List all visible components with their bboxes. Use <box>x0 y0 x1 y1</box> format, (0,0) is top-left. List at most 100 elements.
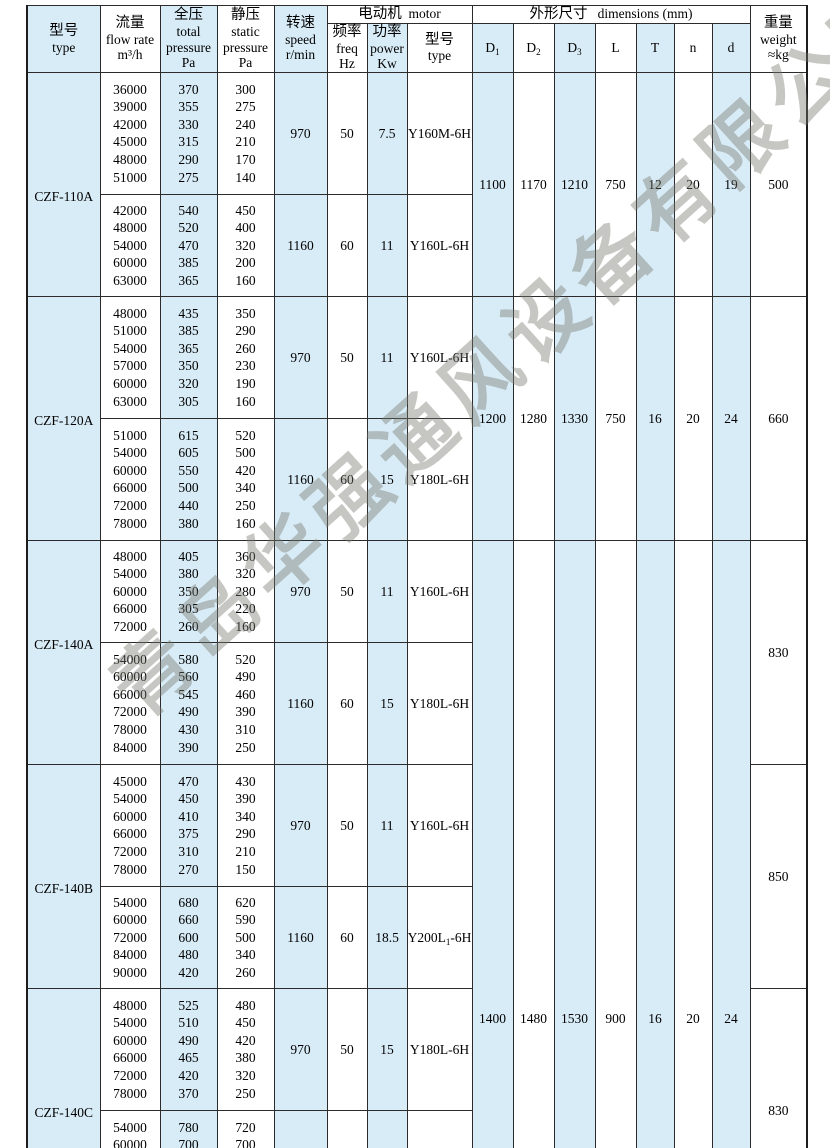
freq-value: 50 <box>326 539 368 643</box>
static-pressure-values: 720700610500350170 <box>216 1109 275 1148</box>
freq-value: 60 <box>326 885 368 989</box>
dim-L: 750 <box>594 295 637 541</box>
th-power: 功率 power Kw <box>366 22 408 73</box>
table-row: CZF-120A 48000 51000 54000 57000 60000 63000 43… <box>26 295 809 541</box>
total-pressure-values: 525 510 490 465 420 370 <box>159 987 218 1111</box>
weight-value: 660 <box>749 295 809 541</box>
power-value: 7.5 <box>366 71 408 195</box>
total-pressure-values: 680 660 600 480 420 <box>159 885 218 989</box>
model-name: CZF-110A <box>34 189 94 205</box>
dim-T: 12 <box>635 71 675 297</box>
total-pressure-values: 435 385 365 350 320 305 <box>159 295 218 419</box>
total-pressure-values: 370 355 330 315 290 275 <box>159 71 218 195</box>
motor-type-value: Y200L2-6H <box>406 1109 473 1148</box>
dim-L: 750 <box>594 71 637 297</box>
freq-value: 60 <box>326 641 368 765</box>
total-pressure-values: 405 380 350 305 260 <box>159 539 218 643</box>
table-row: CZF-140A 48000 54000 60000 66000 72000 405 380 3… <box>26 539 809 1148</box>
static-pressure-values: 620 590 500 340 260 <box>216 885 275 989</box>
motor-type-value: Y160L-6H <box>406 193 473 297</box>
speed-value: 970 <box>273 763 328 887</box>
table-row: 54000 60000 66000 72000 78000 84000 580 560 545 4… <box>27 641 807 765</box>
dim-T: 16 <box>635 295 675 541</box>
model-name: CZF-140C <box>34 1105 93 1121</box>
freq-value: 50 <box>326 295 368 419</box>
th-static-pressure: 静压 static pressure Pa <box>216 5 275 73</box>
th-d1: D1 <box>471 22 514 73</box>
static-pressure-values: 520 490 460 390 310 250 <box>216 641 275 765</box>
motor-type-value: Y160L-6H <box>406 539 473 643</box>
header-row-top: 型号 type 流量 flow rate m³/h 全压 total pressure Pa 静压… <box>26 5 809 73</box>
table-row: 54000 60000 72000 84000 90000 680 660 600 480 420… <box>27 885 807 989</box>
dim-d3: 1330 <box>553 295 596 541</box>
power-value: 11 <box>366 193 408 297</box>
model-name-cell: CZF-140B <box>26 763 101 989</box>
speed-value: 1160 <box>273 641 328 765</box>
table-row: CZF-140C 48000 54000 60000 66000 72000 78000 52… <box>26 987 809 1148</box>
th-total-pressure: 全压 total pressure Pa <box>159 5 218 73</box>
speed-value: 970 <box>273 987 328 1111</box>
speed-value: 970 <box>273 71 328 195</box>
static-pressure-values: 430 390 340 290 210 150 <box>216 763 275 887</box>
freq-value: 60 <box>326 417 368 541</box>
flow-rate-values: 36000 39000 42000 45000 48000 51000 <box>99 71 161 195</box>
th-type: 型号 type <box>26 5 101 73</box>
weight-text: 830 <box>768 644 789 660</box>
speed-value: 1160 <box>273 193 328 297</box>
motor-type-value: Y160L-6H <box>406 295 473 419</box>
total-pressure-values: 780700710640530425 <box>159 1109 218 1148</box>
total-pressure-values: 580 560 545 490 430 390 <box>159 641 218 765</box>
power-value: 15 <box>366 987 408 1111</box>
table-row: CZF-110A 36000 39000 42000 45000 48000 51000 37… <box>26 71 809 297</box>
model-name-cell: CZF-140C <box>26 987 101 1148</box>
weight-value: 500 <box>749 71 809 297</box>
power-value: 11 <box>366 295 408 419</box>
static-pressure-values: 300 275 240 210 170 140 <box>216 71 275 195</box>
th-group-motor: 电动机 motor <box>326 5 473 24</box>
motor-type-value: Y160L-6H <box>406 763 473 887</box>
th-motor-type: 型号 type <box>406 22 473 73</box>
flow-rate-values: 45000 54000 60000 66000 72000 78000 <box>99 763 161 887</box>
flow-rate-values: 48000 54000 60000 66000 72000 <box>99 539 161 643</box>
power-value: 11 <box>366 763 408 887</box>
dim-d2: 1280 <box>512 295 555 541</box>
weight-text: 660 <box>768 410 789 426</box>
power-value: 22 <box>366 1109 408 1148</box>
dim-d2: 1170 <box>512 71 555 297</box>
dim-d3: 1210 <box>553 71 596 297</box>
th-L: L <box>594 22 637 73</box>
speed-value: 1160 <box>273 885 328 989</box>
model-name: CZF-120A <box>34 413 94 429</box>
model-name-cell: CZF-140A <box>26 539 101 765</box>
weight-text: 850 <box>768 868 789 884</box>
th-n: n <box>673 22 713 73</box>
motor-type-value: Y180L-6H <box>406 641 473 765</box>
model-name: CZF-140B <box>34 881 93 897</box>
dim-d: 24 <box>711 539 751 1148</box>
total-pressure-values: 615 605 550 500 440 380 <box>159 417 218 541</box>
static-pressure-values: 360 320 280 220 160 <box>216 539 275 643</box>
power-value: 15 <box>366 417 408 541</box>
dim-n: 20 <box>673 539 713 1148</box>
th-T: T <box>635 22 675 73</box>
dim-n: 20 <box>673 295 713 541</box>
speed-value: 970 <box>273 539 328 643</box>
power-value: 11 <box>366 539 408 643</box>
motor-type-value: Y200L1-6H <box>406 885 473 989</box>
freq-value: 50 <box>326 71 368 195</box>
dim-d3: 1530 <box>553 539 596 1148</box>
weight-value: 830 <box>749 987 809 1148</box>
weight-value: 830 <box>749 539 809 765</box>
flow-rate-values: 54000 60000 72000 84000 90000 <box>99 885 161 989</box>
dim-L: 900 <box>594 539 637 1148</box>
total-pressure-values: 540 520 470 385 365 <box>159 193 218 297</box>
speed-value: 970 <box>273 295 328 419</box>
dim-d1: 1400 <box>471 539 514 1148</box>
model-name-cell: CZF-110A <box>26 71 101 297</box>
static-pressure-values: 450 400 320 200 160 <box>216 193 275 297</box>
freq-value: 50 <box>326 987 368 1111</box>
table-row: 5400060000720008400096000108000780700710… <box>27 1109 807 1148</box>
weight-value: 850 <box>749 763 809 989</box>
